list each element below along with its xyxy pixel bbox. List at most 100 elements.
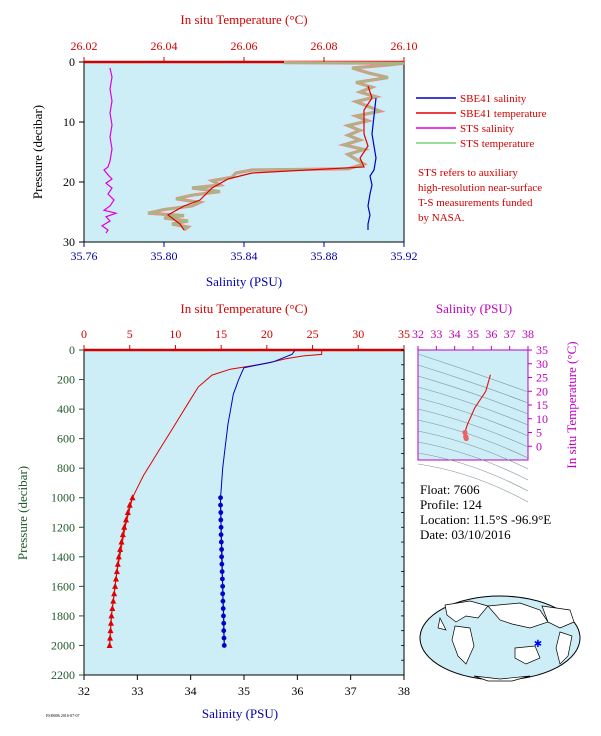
near-surface-panel: 26.02 26.04 26.06 26.08 26.10 35.76 35.80 35.84… <box>30 12 418 289</box>
legend-item-sts-temperature: STS temperature <box>460 138 534 150</box>
full-profile-bottom-axis-label: Salinity (PSU) <box>202 706 278 721</box>
full-profile-panel: 0 5 10 15 20 25 30 35 32 33 34 35 36 37 38 0 200 400 600 80… <box>15 301 410 721</box>
ts-density-contour <box>417 419 529 459</box>
temperature-data-point <box>110 597 117 604</box>
float-info: Float: 7606 Profile: 124 Location: 11.5°… <box>420 482 551 542</box>
ts-temp-tick-label: 10 <box>536 412 548 426</box>
temperature-data-point <box>109 605 116 612</box>
ts-density-contour <box>417 408 529 448</box>
full-profile-series-group <box>106 350 323 648</box>
temperature-data-point <box>107 627 114 634</box>
salinity-data-point <box>219 561 225 567</box>
map-landmass-africa <box>451 625 475 665</box>
ts-series-group <box>462 374 491 442</box>
full-profile-pressure-tick-label: 1800 <box>51 609 75 623</box>
map-landmass-south-america <box>555 631 573 665</box>
full-profile-salinity-tick-label: 33 <box>131 684 143 698</box>
ts-top-axis-label: Salinity (PSU) <box>436 301 512 316</box>
ts-temp-tick-label: 35 <box>536 343 548 357</box>
full-profile-pressure-tick-label: 200 <box>57 373 75 387</box>
near-surface-pressure-tick-label: 30 <box>63 235 75 249</box>
salinity-data-point <box>221 613 226 619</box>
map-landmass-australia <box>514 645 541 665</box>
salinity-data-point <box>218 532 224 538</box>
ts-density-contour <box>417 452 529 492</box>
ts-right-axis-label: In situ Temperature (°C) <box>564 341 579 468</box>
temperature-data-point <box>118 538 125 545</box>
near-surface-temp-tick-label: 26.04 <box>151 39 178 53</box>
temperature-data-point <box>115 553 122 560</box>
ts-data-point <box>462 429 468 436</box>
ts-temp-tick-label: 15 <box>536 398 548 412</box>
near-surface-bottom-axis-label: Salinity (PSU) <box>206 274 282 289</box>
salinity-data-point <box>220 576 225 582</box>
ts-salinity-tick-label: 38 <box>522 327 534 341</box>
salinity-data-point <box>221 635 227 641</box>
full-profile-salinity-tick-label: 32 <box>78 684 90 698</box>
full-profile-salinity-tick-label: 35 <box>238 684 250 698</box>
legend-note-line-1: STS refers to auxiliary <box>418 167 518 179</box>
salinity-data-point <box>221 620 227 626</box>
ts-density-contour <box>417 353 529 393</box>
near-surface-salinity-tick-label: 35.76 <box>71 249 98 263</box>
salinity-data-point <box>218 524 224 530</box>
near-surface-temp-tick-label: 26.06 <box>231 39 258 53</box>
temperature-data-point <box>107 619 114 626</box>
full-profile-pressure-tick-label: 1400 <box>51 550 75 564</box>
map-landmass-west <box>437 616 447 631</box>
temperature-data-point <box>119 531 126 538</box>
temperature-data-point <box>113 575 119 582</box>
map-landmass-north-america <box>541 605 575 629</box>
salinity-data-point <box>220 583 226 589</box>
near-surface-series-sts-salinity <box>100 67 119 234</box>
ts-temp-tick-label: 20 <box>536 384 548 398</box>
near-surface-pressure-tick-label: 0 <box>69 55 75 69</box>
ts-data-point <box>463 435 469 442</box>
full-profile-temp-tick-label: 15 <box>215 327 227 341</box>
ts-temp-tick-label: 5 <box>536 426 542 440</box>
near-surface-salinity-tick-label: 35.92 <box>391 249 418 263</box>
world-map: ✱ <box>419 595 581 682</box>
ts-plot-area <box>417 349 529 461</box>
salinity-data-point <box>219 569 225 574</box>
near-surface-salinity-tick-label: 35.84 <box>231 249 258 263</box>
profile-date: Date: 03/10/2016 <box>420 527 511 542</box>
ts-density-contour <box>417 386 529 426</box>
profile-number: Profile: 124 <box>420 497 482 512</box>
ts-density-contour <box>417 441 529 481</box>
salinity-data-point <box>220 606 226 611</box>
full-profile-left-axis-label: Pressure (decibar) <box>15 466 30 560</box>
near-surface-salinity-tick-label: 35.88 <box>311 249 338 263</box>
full-profile-salinity-tick-label: 36 <box>291 684 303 698</box>
map-landmass-asia <box>487 602 549 629</box>
temperature-data-point <box>124 509 131 515</box>
salinity-data-point <box>219 547 225 552</box>
float-id: Float: 7606 <box>420 482 480 497</box>
full-profile-ticks: 0 5 10 15 20 25 30 35 32 33 34 35 36 37 38 0 200 400 600 80… <box>51 327 410 698</box>
full-profile-temp-tick-label: 20 <box>261 327 273 341</box>
ts-salinity-tick-label: 37 <box>504 327 516 341</box>
full-profile-pressure-tick-label: 0 <box>69 343 75 357</box>
temperature-data-point <box>117 545 124 552</box>
near-surface-pressure-tick-label: 10 <box>63 115 75 129</box>
ts-density-contour <box>417 375 529 415</box>
full-profile-salinity-tick-label: 37 <box>345 684 357 698</box>
full-profile-plot-area <box>83 349 405 676</box>
legend-note-line-3: T-S measurements funded <box>418 197 533 209</box>
footer-id: FSI0006 2016-07-07 <box>46 713 79 718</box>
near-surface-salinity-tick-label: 35.80 <box>151 249 178 263</box>
salinity-data-point <box>218 502 223 508</box>
ts-temp-tick-label: 30 <box>536 357 548 371</box>
ts-salinity-tick-label: 36 <box>485 327 497 341</box>
near-surface-series-sbe41-temperature <box>166 85 373 231</box>
temperature-data-point <box>129 494 136 501</box>
legend-item-sbe-temperature: SBE41 temperature <box>460 108 547 120</box>
salinity-data-point <box>218 495 223 501</box>
float-location: Location: 11.5°S -96.9°E <box>420 512 551 527</box>
ts-density-contour <box>417 364 529 404</box>
legend: SBE41 salinity SBE41 temperature STS sal… <box>416 93 547 224</box>
salinity-data-point <box>218 510 224 515</box>
near-surface-ticks: 26.02 26.04 26.06 26.08 26.10 35.76 35.80 35.84… <box>63 39 418 263</box>
